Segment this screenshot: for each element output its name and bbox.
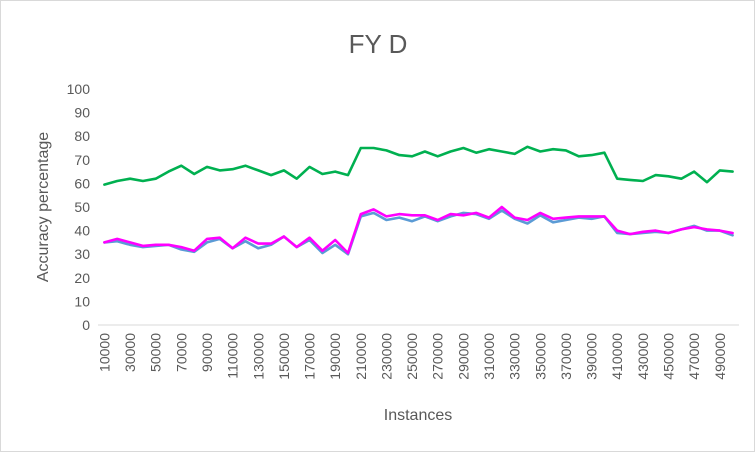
x-tick-label: 210000 <box>353 333 369 380</box>
x-tick-label: 230000 <box>378 333 394 380</box>
x-tick-label: 390000 <box>584 333 600 380</box>
series-line-1 <box>103 145 734 186</box>
x-tick-label: 130000 <box>250 333 266 380</box>
x-tick-label: 150000 <box>276 333 292 380</box>
series-lines <box>103 145 734 256</box>
x-tick-label: 430000 <box>635 333 651 380</box>
y-tick-label: 0 <box>82 317 90 333</box>
x-axis-label: Instances <box>384 407 452 424</box>
y-tick-label: 80 <box>74 128 90 144</box>
y-tick-label: 10 <box>74 293 90 309</box>
y-tick-label: 50 <box>74 199 90 215</box>
x-tick-label: 350000 <box>532 333 548 380</box>
y-axis-label: Accuracy percentage <box>35 132 52 282</box>
x-tick-label: 450000 <box>660 333 676 380</box>
x-tick-label: 90000 <box>199 333 215 372</box>
y-axis-ticks: 0 10 20 30 40 50 60 70 80 90 100 <box>67 81 91 333</box>
x-tick-label: 70000 <box>173 333 189 372</box>
series-line-3 <box>103 205 734 255</box>
y-tick-label: 70 <box>74 152 90 168</box>
x-tick-label: 270000 <box>430 333 446 380</box>
x-tick-label: 290000 <box>455 333 471 380</box>
y-tick-label: 30 <box>74 246 90 262</box>
x-tick-label: 410000 <box>609 333 625 380</box>
x-tick-label: 30000 <box>122 333 138 372</box>
x-tick-label: 10000 <box>96 333 112 372</box>
chart-title: FY D <box>349 29 408 59</box>
y-tick-label: 100 <box>67 81 91 97</box>
y-tick-label: 20 <box>74 270 90 286</box>
x-tick-label: 110000 <box>225 333 241 379</box>
y-tick-label: 40 <box>74 223 90 239</box>
x-tick-label: 330000 <box>507 333 523 380</box>
y-tick-label: 90 <box>74 105 90 121</box>
x-tick-label: 490000 <box>712 333 728 380</box>
x-tick-label: 170000 <box>302 333 318 380</box>
x-tick-label: 50000 <box>148 333 164 372</box>
x-tick-label: 250000 <box>404 333 420 380</box>
x-tick-label: 190000 <box>327 333 343 380</box>
y-tick-label: 60 <box>74 175 90 191</box>
x-axis-ticks: 10000 30000 50000 70000 90000 110000 130000 150… <box>96 333 727 380</box>
x-tick-label: 310000 <box>481 333 497 380</box>
x-tick-label: 470000 <box>686 333 702 380</box>
x-tick-label: 370000 <box>558 333 574 380</box>
